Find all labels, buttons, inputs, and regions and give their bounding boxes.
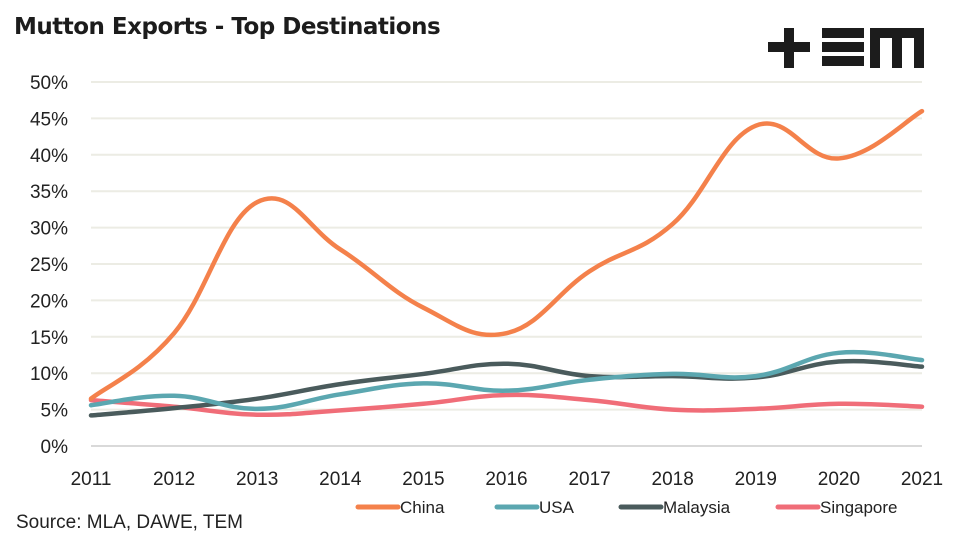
legend-item-malaysia: Malaysia <box>618 498 731 517</box>
x-tick-label: 2020 <box>818 469 860 490</box>
legend-item-china: China <box>355 498 445 517</box>
legend-label: China <box>400 498 445 517</box>
y-tick-label: 0% <box>41 437 69 458</box>
x-tick-label: 2014 <box>319 469 362 490</box>
x-tick-label: 2019 <box>735 469 777 490</box>
x-axis-ticks: 2011 2012 2013 2014 2015 2016 2017 2018 2019 2020… <box>71 469 944 490</box>
legend-item-usa: USA <box>494 498 575 517</box>
y-tick-label: 45% <box>30 109 68 130</box>
y-axis-ticks: 0% 5% 10% 15% 20% 25% 30% 35% 40% 45% 50% <box>30 73 68 458</box>
source-note: Source: MLA, DAWE, TEM <box>16 512 243 533</box>
legend-label: Malaysia <box>663 498 731 517</box>
y-tick-label: 40% <box>30 146 68 167</box>
logo-plus-vertical <box>784 28 794 68</box>
logo-e-bottom <box>822 56 864 66</box>
x-tick-label: 2016 <box>485 469 527 490</box>
y-tick-label: 50% <box>30 73 68 94</box>
gridlines <box>91 81 922 447</box>
x-tick-label: 2011 <box>71 469 112 490</box>
y-tick-label: 20% <box>30 291 68 312</box>
legend-item-singapore: Singapore <box>775 498 898 517</box>
series-lines <box>88 108 925 418</box>
x-tick-label: 2021 <box>901 469 943 490</box>
series-line-china <box>88 108 925 401</box>
x-tick-label: 2012 <box>153 469 195 490</box>
y-tick-label: 25% <box>30 255 68 276</box>
y-tick-label: 15% <box>30 328 68 349</box>
legend-label: USA <box>539 498 575 517</box>
chart-title: Mutton Exports - Top Destinations <box>14 14 441 40</box>
legend: China USA Malaysia Singapore <box>355 498 898 517</box>
y-tick-label: 30% <box>30 219 68 240</box>
legend-label: Singapore <box>820 498 898 517</box>
logo-m <box>870 28 924 68</box>
y-tick-label: 35% <box>30 182 68 203</box>
x-tick-label: 2017 <box>568 469 610 490</box>
y-tick-label: 5% <box>41 401 69 422</box>
y-tick-label: 10% <box>30 364 68 385</box>
x-tick-label: 2018 <box>652 469 694 490</box>
logo-e-mid <box>822 42 864 52</box>
logo-e-top <box>822 28 864 38</box>
tem-logo-icon <box>768 28 924 68</box>
x-tick-label: 2015 <box>402 469 444 490</box>
series-line-usa <box>88 349 925 412</box>
x-tick-label: 2013 <box>236 469 278 490</box>
